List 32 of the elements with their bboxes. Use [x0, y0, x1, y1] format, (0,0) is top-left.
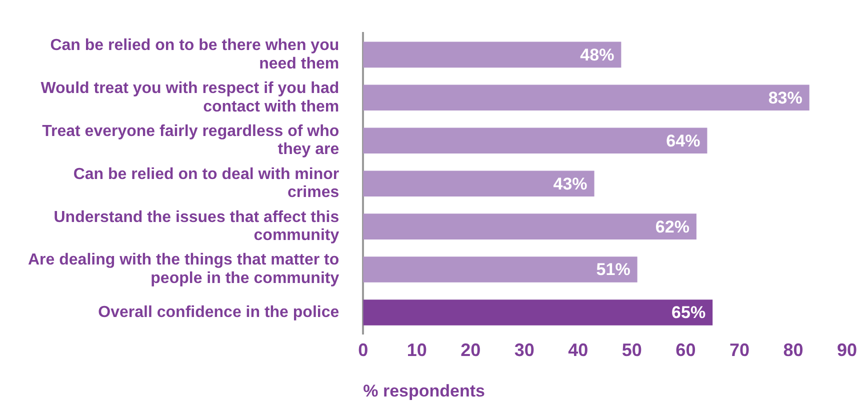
bar	[363, 214, 696, 240]
data-label: 51%	[596, 260, 630, 280]
x-tick-label: 50	[622, 340, 642, 360]
data-label: 48%	[580, 45, 614, 64]
bar	[363, 84, 810, 111]
data-label: 64%	[666, 131, 700, 150]
data-label: 62%	[655, 217, 690, 236]
x-tick-label: 90	[836, 340, 858, 360]
x-tick-label: 30	[514, 340, 534, 360]
data-label: 65%	[672, 303, 706, 322]
y-tick-label: Can be relied on to be there when you need them	[50, 36, 340, 72]
x-tick-label: 60	[676, 340, 696, 360]
data-label: 83%	[768, 88, 802, 108]
y-tick-label: Treat everyone fairly regardless of who they are	[42, 122, 340, 158]
data-label: 43%	[553, 174, 588, 194]
y-tick-label: Overall confidence in the police	[98, 304, 340, 321]
x-tick-label: 80	[783, 340, 804, 360]
bar	[363, 128, 708, 154]
bar	[363, 300, 713, 326]
x-tick-label: 20	[460, 340, 481, 360]
bar	[363, 170, 594, 196]
y-tick-label: Are dealing with the things that matter to people in the community	[28, 252, 340, 288]
x-tick-label: 70	[729, 340, 750, 360]
y-tick-label: Would treat you with respect if you had contact with them	[40, 80, 340, 116]
bar	[363, 42, 622, 68]
x-tick-label: 10	[406, 340, 427, 360]
x-tick-label: 0	[358, 340, 368, 360]
bar	[363, 256, 638, 282]
x-axis-title: % respondents	[363, 381, 485, 400]
x-tick-label: 40	[568, 340, 588, 360]
y-tick-label: Understand the issues that affect this community	[54, 208, 340, 244]
y-tick-label: Can be relied on to deal with minor crimes	[73, 166, 340, 202]
